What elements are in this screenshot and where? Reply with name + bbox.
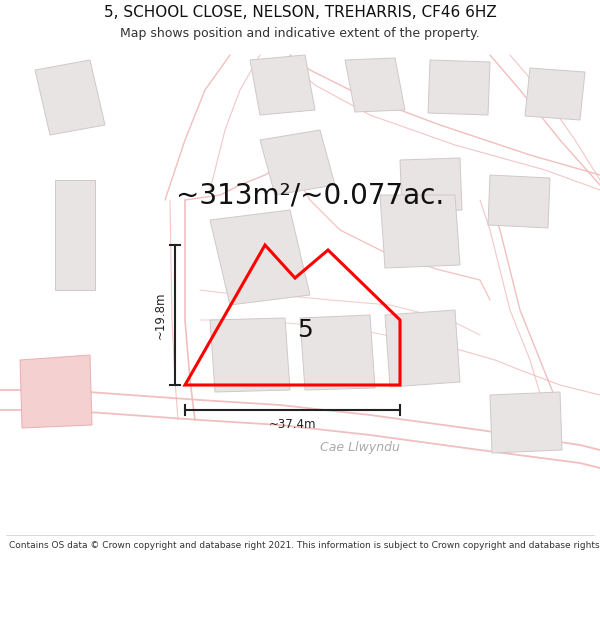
- Polygon shape: [380, 195, 460, 268]
- Text: 5, SCHOOL CLOSE, NELSON, TREHARRIS, CF46 6HZ: 5, SCHOOL CLOSE, NELSON, TREHARRIS, CF46…: [104, 5, 496, 20]
- Text: Map shows position and indicative extent of the property.: Map shows position and indicative extent…: [120, 28, 480, 41]
- Text: ~19.8m: ~19.8m: [154, 291, 167, 339]
- Polygon shape: [300, 315, 375, 390]
- Polygon shape: [385, 310, 460, 387]
- Polygon shape: [428, 60, 490, 115]
- Polygon shape: [210, 318, 290, 392]
- Polygon shape: [525, 68, 585, 120]
- Polygon shape: [55, 180, 95, 290]
- Polygon shape: [250, 55, 315, 115]
- Polygon shape: [260, 130, 335, 195]
- Polygon shape: [20, 355, 92, 428]
- Text: ~37.4m: ~37.4m: [269, 418, 316, 431]
- Polygon shape: [345, 58, 405, 112]
- Polygon shape: [488, 175, 550, 228]
- Polygon shape: [210, 210, 310, 305]
- Text: 5: 5: [297, 318, 313, 342]
- Text: Cae Llwyndu: Cae Llwyndu: [320, 441, 400, 454]
- Polygon shape: [490, 392, 562, 453]
- Text: Contains OS data © Crown copyright and database right 2021. This information is : Contains OS data © Crown copyright and d…: [9, 541, 600, 551]
- Polygon shape: [400, 158, 462, 212]
- Polygon shape: [35, 60, 105, 135]
- Text: ~313m²/~0.077ac.: ~313m²/~0.077ac.: [176, 181, 444, 209]
